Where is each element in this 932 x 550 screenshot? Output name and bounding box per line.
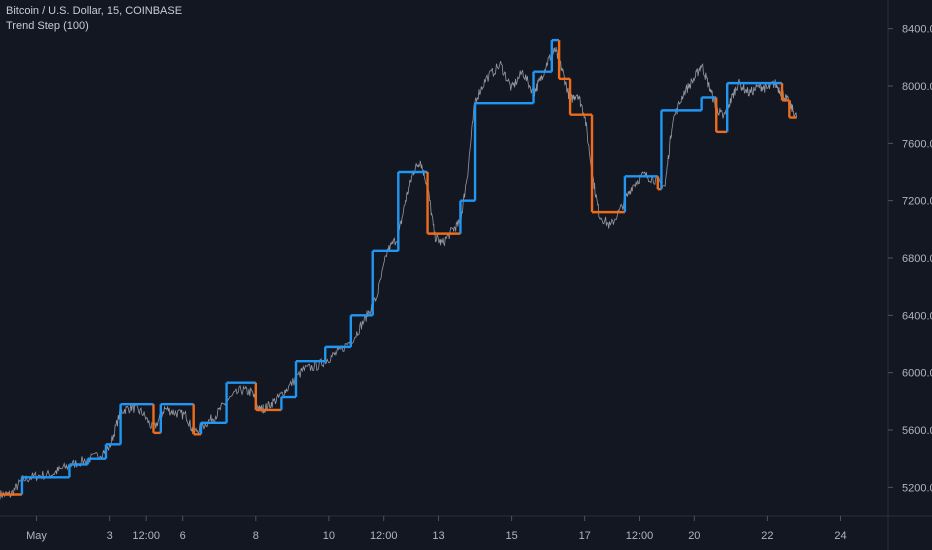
x-tick-label: 12:00 — [626, 530, 654, 542]
y-tick-label: 7200.00 — [902, 196, 932, 208]
y-tick-label: 6400.00 — [902, 310, 932, 322]
x-tick-label: 3 — [107, 530, 113, 542]
y-tick-label: 6000.00 — [902, 368, 932, 380]
x-tick-label: 12:00 — [370, 530, 398, 542]
x-tick-label: 17 — [579, 530, 591, 542]
trend-step-series — [0, 38, 797, 496]
x-tick-label: May — [26, 530, 47, 542]
x-tick-label: 20 — [688, 530, 700, 542]
chart-legend: Bitcoin / U.S. Dollar, 15, COINBASE Tren… — [6, 4, 182, 34]
x-tick-label: 8 — [253, 530, 259, 542]
y-tick-label: 6800.00 — [902, 253, 932, 265]
y-tick-label: 5600.00 — [902, 425, 932, 437]
x-tick-label: 10 — [323, 530, 335, 542]
y-tick-label: 8400.00 — [902, 24, 932, 36]
time-axis[interactable]: May 3 12:00 6 8 10 12:00 13 15 17 12:00 20 22 24 — [26, 516, 847, 542]
x-tick-label: 15 — [505, 530, 517, 542]
x-tick-label: 6 — [180, 530, 186, 542]
indicator-title[interactable]: Trend Step (100) — [6, 20, 89, 32]
x-tick-label: 12:00 — [132, 530, 160, 542]
price-series — [0, 46, 797, 500]
x-tick-label: 24 — [834, 530, 846, 542]
symbol-title[interactable]: Bitcoin / U.S. Dollar, 15, COINBASE — [6, 5, 183, 17]
price-line — [0, 46, 797, 500]
x-tick-label: 13 — [432, 530, 444, 542]
y-tick-label: 5200.00 — [902, 482, 932, 494]
price-axis[interactable]: 5200.00 5600.00 6000.00 6400.00 6800.00 7200.… — [888, 24, 932, 495]
y-tick-label: 7600.00 — [902, 138, 932, 150]
y-tick-label: 8000.00 — [902, 81, 932, 93]
x-tick-label: 22 — [761, 530, 773, 542]
